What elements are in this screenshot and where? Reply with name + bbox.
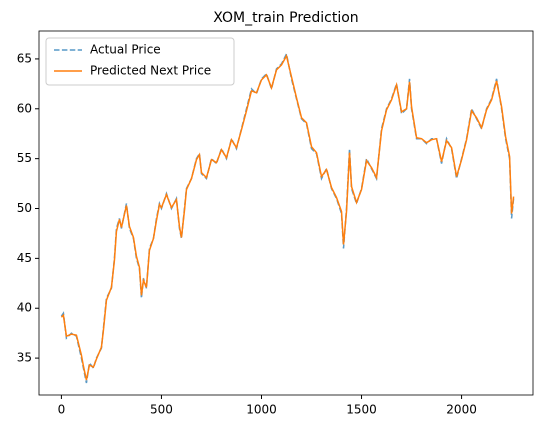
- x-tick-label: 1500: [346, 403, 377, 417]
- x-tick-label: 500: [150, 403, 173, 417]
- legend-label: Predicted Next Price: [90, 64, 211, 78]
- legend-box: [45, 37, 235, 86]
- x-tick-label: 0: [58, 403, 66, 417]
- y-tick-label: 60: [17, 101, 32, 115]
- y-tick-label: 50: [17, 201, 32, 215]
- y-tick-label: 35: [17, 351, 32, 365]
- y-tick-label: 45: [17, 251, 32, 265]
- y-tick-label: 65: [17, 51, 32, 65]
- series-line: [60, 53, 515, 381]
- legend-label: Actual Price: [90, 43, 161, 57]
- legend: Actual Price Predicted Next Price: [45, 37, 235, 86]
- chart-title: XOM_train Prediction: [213, 10, 358, 26]
- y-tick-label: 40: [17, 301, 32, 315]
- y-tick-label: 55: [17, 151, 32, 165]
- axes-frame: [38, 30, 534, 396]
- x-tick-label: 1000: [246, 403, 277, 417]
- x-tick-label: 2000: [446, 403, 477, 417]
